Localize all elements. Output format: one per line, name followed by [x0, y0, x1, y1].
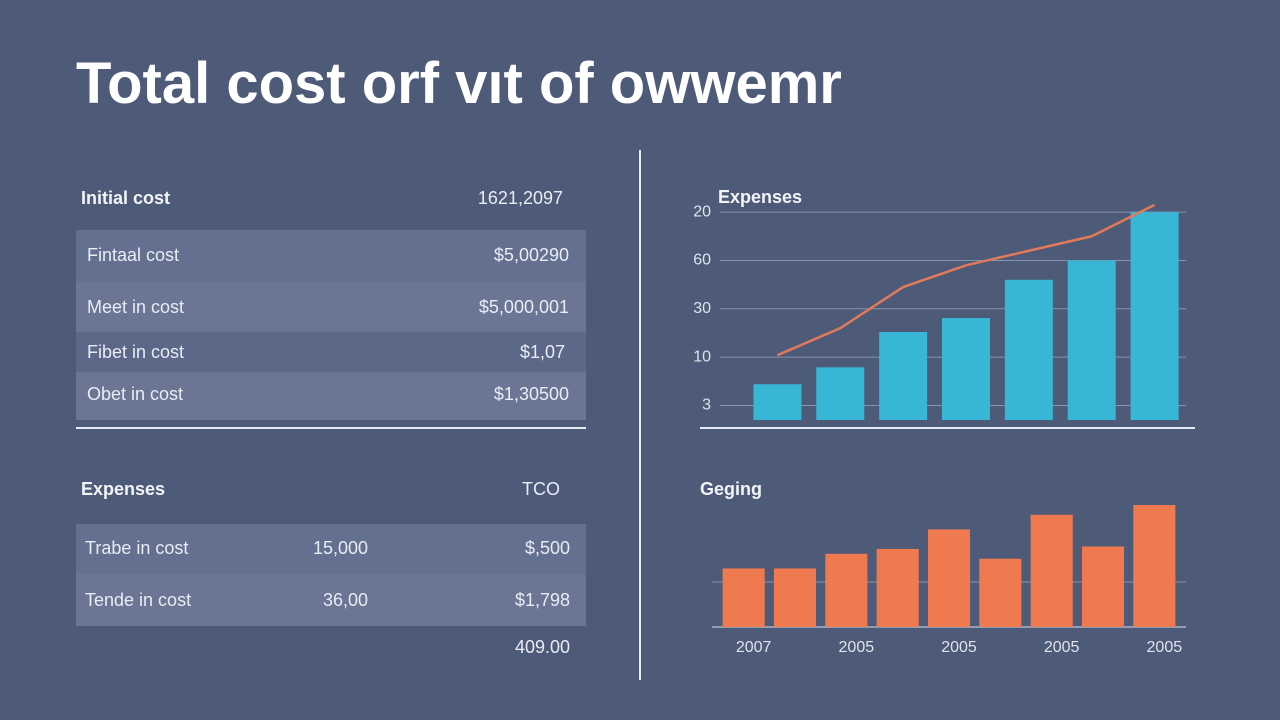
bar: [753, 384, 802, 420]
table-row: [76, 524, 586, 574]
bar: [879, 332, 928, 420]
table-cell: Meet in cost: [87, 297, 184, 317]
table-cell: $1,30500: [494, 384, 569, 404]
table-cell: 15,000: [313, 538, 368, 558]
table-row: [76, 372, 586, 420]
table-cell: $1,798: [515, 590, 570, 610]
bar: [722, 568, 765, 627]
bar: [1133, 505, 1176, 627]
table-row: [76, 282, 586, 332]
table-header: 1621,2097: [478, 188, 563, 208]
bar: [927, 529, 971, 627]
table-cell: $1,07: [520, 342, 565, 362]
table-footer: 409.00: [515, 637, 570, 657]
table-cell: Trabe in cost: [85, 538, 188, 558]
table-cell: Tende in cost: [85, 590, 191, 610]
bar: [979, 558, 1022, 627]
bar: [1004, 279, 1053, 420]
x-tick-label: 2007: [736, 639, 772, 656]
x-tick-label: 2005: [839, 639, 875, 656]
bar: [1030, 514, 1073, 627]
bar: [773, 568, 817, 627]
y-tick-label: 10: [693, 348, 711, 365]
table-cell: $,500: [525, 538, 570, 558]
table-cell: $5,00290: [494, 245, 569, 265]
bar: [825, 553, 868, 627]
bar: [1130, 212, 1179, 420]
table-cell: Fibet in cost: [87, 342, 184, 362]
table-cell: Obet in cost: [87, 384, 183, 404]
x-tick-label: 2005: [1147, 639, 1183, 656]
chart-title: Geging: [700, 479, 762, 499]
chart-title: Expenses: [718, 187, 802, 207]
x-tick-label: 2005: [1044, 639, 1080, 656]
table-header: TCO: [522, 479, 560, 499]
table-row: [76, 332, 586, 372]
y-tick-label: 30: [693, 300, 711, 317]
page-title: Total cost orf vıt of owwemr: [76, 51, 842, 116]
table-row: [76, 230, 586, 282]
table-cell: $5,000,001: [479, 297, 569, 317]
line: [776, 203, 1156, 357]
bar: [1081, 546, 1125, 627]
table-header: Initial cost: [81, 188, 170, 208]
table-cell: 36,00: [323, 590, 368, 610]
table-cell: Fintaal cost: [87, 245, 179, 265]
bar: [942, 317, 990, 420]
y-tick-label: 20: [693, 203, 711, 220]
bar: [876, 548, 919, 627]
x-tick-label: 2005: [941, 639, 977, 656]
y-tick-label: 3: [702, 397, 711, 414]
bar: [816, 367, 865, 420]
y-tick-label: 60: [693, 252, 711, 269]
bar: [1067, 260, 1116, 420]
table-row: [76, 574, 586, 626]
table-header: Expenses: [81, 479, 165, 499]
